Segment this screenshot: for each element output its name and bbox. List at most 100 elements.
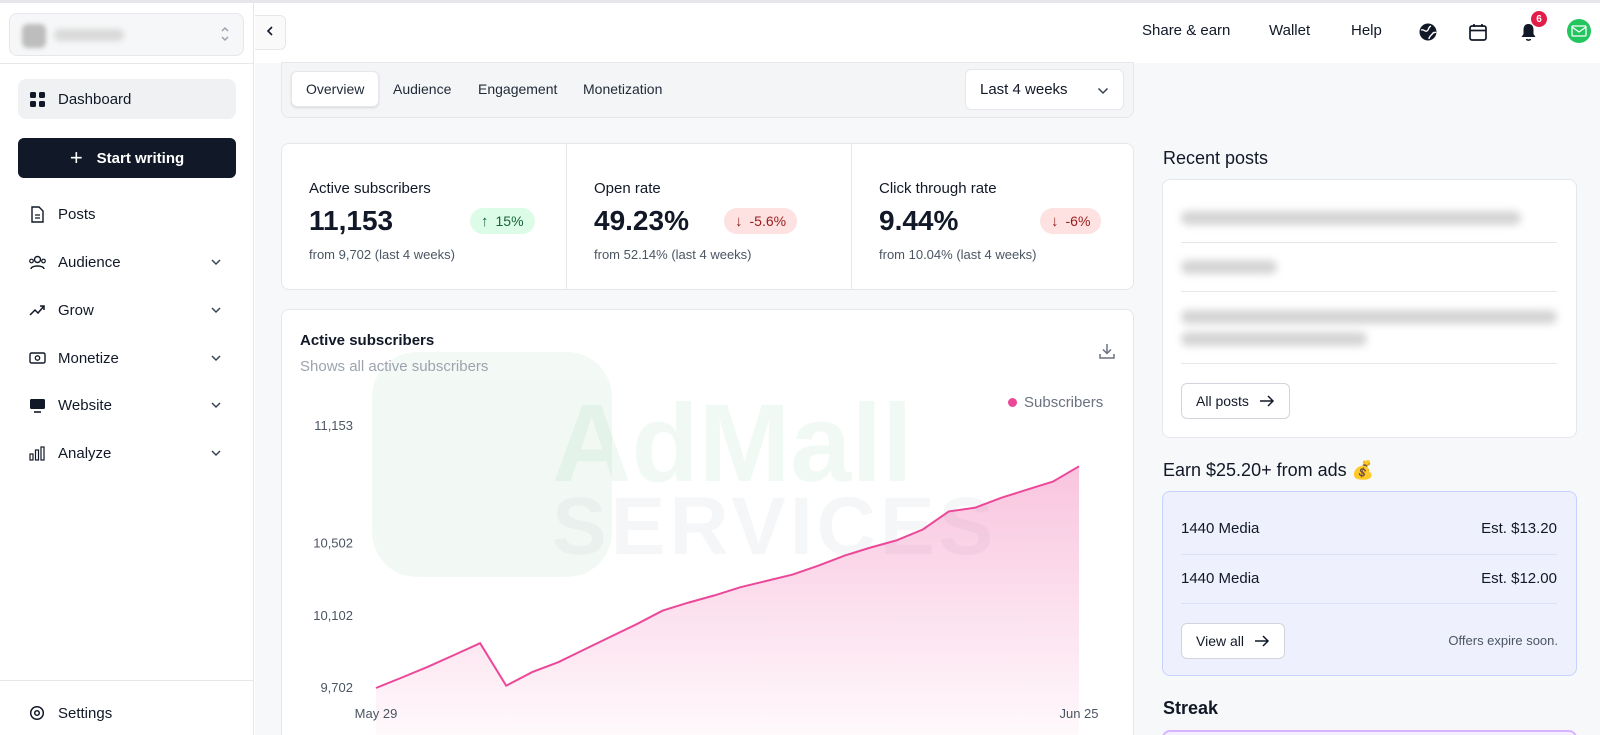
data-point[interactable] bbox=[685, 600, 691, 606]
data-point[interactable] bbox=[998, 495, 1004, 501]
change-value: -5.6% bbox=[749, 213, 787, 229]
tab-audience[interactable]: Audience bbox=[393, 81, 452, 97]
recent-post-redacted[interactable] bbox=[1181, 332, 1367, 346]
tab-monetization[interactable]: Monetization bbox=[583, 81, 663, 97]
sidebar-item-grow[interactable]: Grow bbox=[18, 290, 236, 330]
data-point[interactable] bbox=[894, 537, 900, 543]
series-area bbox=[376, 466, 1079, 735]
chevron-left-icon bbox=[265, 24, 275, 42]
x-tick-label: Jun 25 bbox=[1059, 706, 1098, 721]
collapse-sidebar-button[interactable] bbox=[255, 15, 286, 50]
tab-engagement[interactable]: Engagement bbox=[478, 81, 558, 97]
sidebar-item-label: Dashboard bbox=[58, 90, 132, 108]
stat-from: from 9,702 (last 4 weeks) bbox=[309, 247, 455, 262]
stat-value: 49.23% bbox=[594, 205, 689, 236]
streak-card bbox=[1162, 730, 1577, 735]
recent-posts-card: All posts bbox=[1162, 179, 1577, 438]
data-point[interactable] bbox=[555, 659, 561, 665]
x-tick-label: May 29 bbox=[355, 706, 398, 721]
data-point[interactable] bbox=[972, 505, 978, 511]
sidebar-divider bbox=[0, 63, 254, 64]
data-point[interactable] bbox=[1050, 479, 1056, 485]
stat-label: Active subscribers bbox=[309, 180, 431, 197]
globe-icon[interactable] bbox=[1416, 20, 1440, 44]
offer-name: 1440 Media bbox=[1181, 519, 1260, 537]
sidebar-item-website[interactable]: Website bbox=[18, 385, 236, 425]
data-point[interactable] bbox=[790, 572, 796, 578]
all-posts-button[interactable]: All posts bbox=[1181, 383, 1290, 419]
data-point[interactable] bbox=[738, 584, 744, 590]
bell-icon[interactable] bbox=[1516, 20, 1540, 44]
sidebar-item-posts[interactable]: Posts bbox=[18, 194, 236, 234]
wallet-link[interactable]: Wallet bbox=[1269, 22, 1311, 39]
data-point[interactable] bbox=[764, 578, 770, 584]
data-point[interactable] bbox=[842, 553, 848, 559]
chevron-up-down-icon bbox=[219, 25, 231, 45]
sidebar-item-monetize[interactable]: Monetize bbox=[18, 338, 236, 378]
bar-chart-icon bbox=[28, 444, 46, 462]
data-point[interactable] bbox=[1076, 463, 1082, 469]
change-badge: ↑ 15% bbox=[470, 208, 535, 234]
data-point[interactable] bbox=[581, 647, 587, 653]
data-point[interactable] bbox=[868, 545, 874, 551]
data-point[interactable] bbox=[607, 634, 613, 640]
data-point[interactable] bbox=[477, 640, 483, 646]
recent-post-redacted[interactable] bbox=[1181, 260, 1277, 274]
date-range-value: Last 4 weeks bbox=[980, 81, 1068, 98]
share-earn-link[interactable]: Share & earn bbox=[1142, 22, 1231, 39]
offers-expire-note: Offers expire soon. bbox=[1448, 633, 1558, 648]
ad-offers-card: 1440 Media Est. $13.20 1440 Media Est. $… bbox=[1162, 491, 1577, 676]
streak-title: Streak bbox=[1163, 698, 1219, 718]
sidebar-item-label: Grow bbox=[58, 301, 94, 319]
change-badge: ↓ -5.6% bbox=[724, 208, 798, 234]
data-point[interactable] bbox=[503, 683, 509, 689]
tab-overview[interactable]: Overview bbox=[291, 71, 380, 107]
recent-post-redacted[interactable] bbox=[1181, 211, 1521, 225]
stats-card: Active subscribers 11,153 ↑ 15% from 9,7… bbox=[281, 143, 1134, 290]
data-point[interactable] bbox=[946, 508, 952, 514]
sidebar-item-audience[interactable]: Audience bbox=[18, 242, 236, 282]
help-link[interactable]: Help bbox=[1351, 22, 1382, 39]
data-point[interactable] bbox=[711, 592, 717, 598]
y-tick-label: 9,702 bbox=[320, 680, 353, 695]
notification-count-badge: 6 bbox=[1531, 11, 1547, 27]
calendar-icon[interactable] bbox=[1466, 20, 1490, 44]
sidebar-item-dashboard[interactable]: Dashboard bbox=[18, 79, 236, 119]
date-range-select[interactable]: Last 4 weeks bbox=[965, 69, 1124, 110]
ad-offer-row[interactable]: 1440 Media Est. $12.00 bbox=[1181, 554, 1557, 602]
sidebar-item-settings[interactable]: Settings bbox=[18, 693, 236, 733]
arrow-down-icon: ↓ bbox=[1051, 212, 1059, 230]
stat-from: from 52.14% (last 4 weeks) bbox=[594, 247, 752, 262]
data-point[interactable] bbox=[529, 669, 535, 675]
data-point[interactable] bbox=[1024, 487, 1030, 493]
data-point[interactable] bbox=[451, 652, 457, 658]
sidebar-item-analyze[interactable]: Analyze bbox=[18, 433, 236, 473]
data-point[interactable] bbox=[373, 685, 379, 691]
view-all-offers-button[interactable]: View all bbox=[1181, 623, 1285, 659]
start-writing-button[interactable]: + Start writing bbox=[18, 138, 236, 178]
data-point[interactable] bbox=[659, 608, 665, 614]
chevron-down-icon bbox=[210, 351, 222, 368]
subscribers-chart-card: AdMall SERVICES Active subscribers Shows… bbox=[281, 309, 1134, 735]
stat-value: 9.44% bbox=[879, 205, 959, 236]
download-icon[interactable] bbox=[1098, 342, 1116, 365]
data-point[interactable] bbox=[920, 526, 926, 532]
ad-offer-row[interactable]: 1440 Media Est. $13.20 bbox=[1181, 504, 1557, 552]
user-avatar[interactable] bbox=[1567, 19, 1591, 43]
publication-avatar bbox=[22, 24, 46, 48]
recent-post-redacted[interactable] bbox=[1181, 310, 1557, 324]
data-point[interactable] bbox=[633, 621, 639, 627]
divider bbox=[1181, 291, 1557, 292]
publication-switcher[interactable] bbox=[9, 13, 244, 56]
data-point[interactable] bbox=[425, 664, 431, 670]
data-point[interactable] bbox=[816, 563, 822, 569]
trend-up-icon bbox=[28, 301, 46, 319]
stat-divider bbox=[851, 144, 852, 289]
sidebar-item-label: Monetize bbox=[58, 349, 119, 367]
sidebar-divider bbox=[0, 680, 254, 681]
data-point[interactable] bbox=[399, 675, 405, 681]
gear-icon bbox=[28, 704, 46, 722]
sidebar: Dashboard + Start writing Posts Audience… bbox=[0, 3, 254, 735]
change-badge: ↓ -6% bbox=[1040, 208, 1102, 234]
users-icon bbox=[28, 253, 46, 271]
